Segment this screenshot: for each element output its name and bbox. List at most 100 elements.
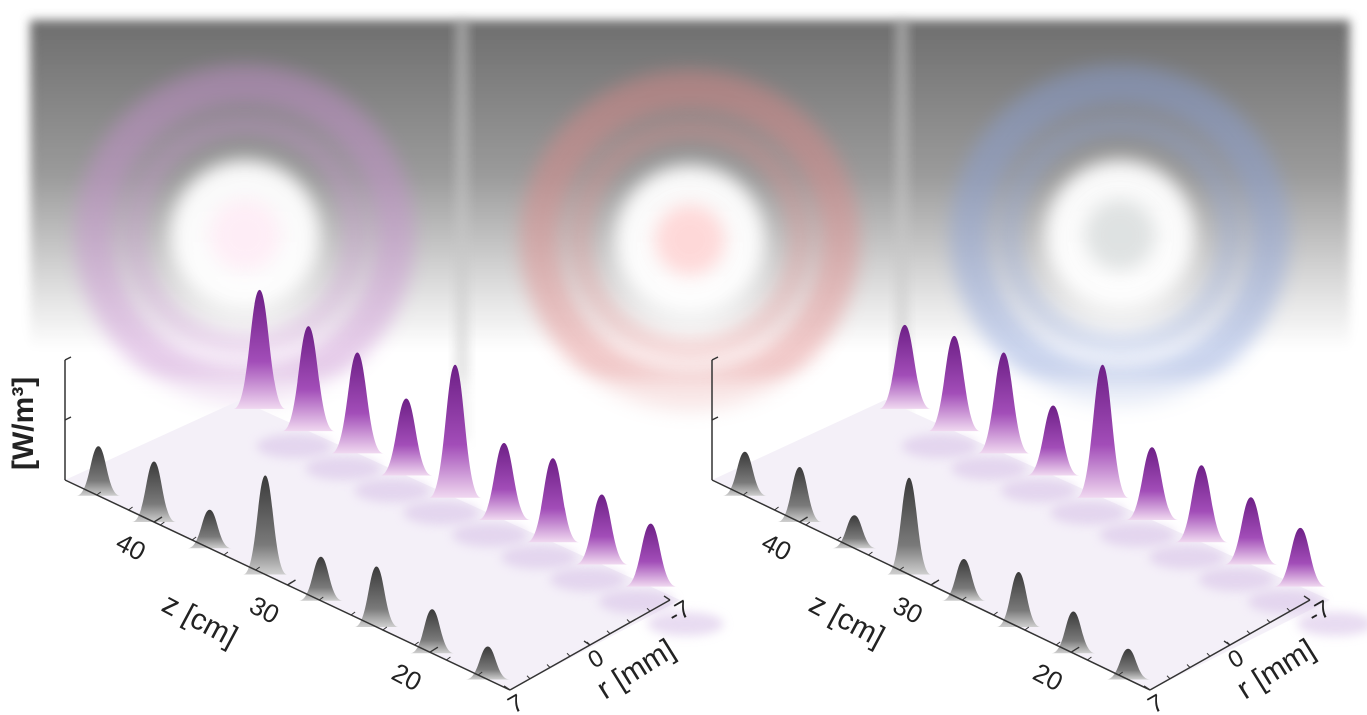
front-peak: [832, 515, 877, 549]
r-minor-tick: [546, 664, 551, 668]
floor-trough: [1050, 500, 1127, 525]
floor-trough: [403, 500, 480, 525]
z-minor-tick: [993, 611, 998, 616]
r-minor-tick: [526, 675, 531, 680]
floor-trough: [549, 567, 626, 592]
r-minor-tick: [1226, 641, 1231, 646]
r-minor-tick: [1266, 619, 1271, 623]
front-peak: [722, 451, 767, 496]
back-peak: [380, 398, 433, 476]
w-axis-tick: [711, 416, 719, 421]
floor-trough: [951, 456, 1028, 481]
z-minor-tick: [742, 491, 748, 496]
front-peak: [996, 572, 1041, 627]
r-minor-tick: [1286, 607, 1291, 612]
z-minor-tick: [287, 581, 292, 586]
front-peak: [410, 609, 455, 654]
z-minor-tick: [414, 641, 419, 646]
z-minor-tick: [382, 626, 388, 631]
z-minor-tick: [961, 596, 967, 601]
back-peak: [977, 352, 1030, 454]
w-axis-tick: [64, 356, 72, 361]
r-tick: [663, 595, 671, 601]
z-minor-tick: [350, 611, 356, 616]
back-peak: [928, 335, 981, 432]
r-minor-tick: [566, 652, 571, 657]
r-minor-tick: [606, 630, 611, 635]
z-minor-tick: [1087, 656, 1092, 661]
front-peak: [132, 461, 176, 522]
floor-trough: [354, 478, 431, 503]
r-tick: [1143, 685, 1151, 691]
w-axis-title: [W/m³]: [7, 377, 40, 470]
back-peak: [1027, 405, 1080, 476]
intensity-image-right: [950, 65, 1290, 405]
floor-trough: [598, 589, 675, 614]
r-minor-tick: [1166, 675, 1171, 680]
floor-trough: [1297, 611, 1367, 636]
back-peak: [1126, 447, 1178, 520]
back-peak: [878, 324, 931, 409]
z-minor-tick: [899, 566, 905, 571]
floor-trough: [901, 434, 978, 459]
floor-trough: [1099, 523, 1176, 547]
z-minor-tick: [191, 536, 197, 541]
back-peak: [429, 364, 482, 498]
r-minor-tick: [1186, 664, 1191, 668]
front-peak: [354, 566, 399, 627]
z-tick: [799, 516, 808, 523]
z-tick: [429, 646, 439, 653]
back-peak: [1076, 364, 1129, 498]
z-minor-tick: [836, 536, 842, 541]
floor-trough: [1148, 545, 1225, 570]
front-peak: [298, 556, 343, 601]
z-tick: [153, 516, 163, 523]
back-peak: [624, 523, 677, 587]
floor-plane: [65, 400, 680, 690]
z-minor-tick: [774, 506, 779, 511]
back-peak: [1224, 497, 1277, 565]
z-minor-tick: [318, 596, 324, 601]
z-minor-tick: [477, 671, 483, 676]
front-peak: [1051, 611, 1096, 654]
floor-trough: [1247, 589, 1324, 614]
z-minor-tick: [160, 521, 165, 526]
back-peak: [1175, 465, 1228, 543]
front-peak: [941, 558, 986, 601]
z-minor-tick: [868, 551, 873, 556]
z-minor-tick: [1055, 641, 1061, 646]
w-axis-tick: [711, 356, 719, 361]
z-tick: [1070, 646, 1080, 653]
back-peak: [331, 352, 384, 454]
w-axis-tick: [64, 416, 72, 421]
floor-trough: [1000, 478, 1077, 503]
r-minor-tick: [1206, 652, 1211, 657]
intensity-image-middle: [520, 70, 860, 410]
back-peak: [233, 289, 286, 409]
floor-trough: [500, 545, 577, 570]
z-minor-tick: [96, 491, 102, 496]
intensity-image-left: [75, 65, 415, 405]
floor-trough: [1198, 567, 1275, 592]
z-minor-tick: [805, 521, 811, 526]
z-minor-tick: [255, 566, 261, 571]
z-minor-tick: [1024, 626, 1030, 631]
back-peak: [282, 326, 335, 432]
back-peak: [575, 494, 628, 565]
floor-trough: [256, 434, 333, 459]
front-peak: [1106, 648, 1151, 680]
front-peak: [187, 509, 232, 549]
z-minor-tick: [128, 506, 133, 511]
floor-plane: [712, 400, 1330, 690]
r-minor-tick: [1246, 630, 1251, 635]
floor-trough: [305, 456, 382, 481]
front-peak: [887, 477, 932, 575]
back-peak: [526, 458, 579, 543]
r-tick: [503, 685, 511, 691]
z-minor-tick: [446, 656, 451, 661]
z-minor-tick: [930, 581, 936, 586]
r-minor-tick: [626, 619, 631, 623]
r-minor-tick: [586, 641, 591, 646]
